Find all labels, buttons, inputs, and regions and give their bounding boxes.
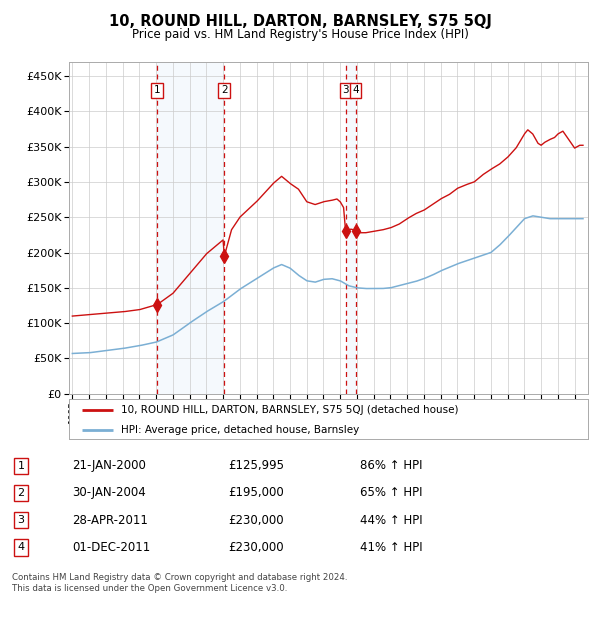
Text: £125,995: £125,995: [228, 459, 284, 472]
Text: 4: 4: [17, 542, 25, 552]
Text: 86% ↑ HPI: 86% ↑ HPI: [360, 459, 422, 472]
Text: 3: 3: [17, 515, 25, 525]
Text: 30-JAN-2004: 30-JAN-2004: [72, 487, 146, 499]
Text: 4: 4: [352, 85, 359, 95]
Text: 1: 1: [154, 85, 160, 95]
Text: 10, ROUND HILL, DARTON, BARNSLEY, S75 5QJ: 10, ROUND HILL, DARTON, BARNSLEY, S75 5Q…: [109, 14, 491, 29]
Text: 3: 3: [342, 85, 349, 95]
Text: 01-DEC-2011: 01-DEC-2011: [72, 541, 150, 554]
Text: 28-APR-2011: 28-APR-2011: [72, 514, 148, 526]
Text: 1: 1: [17, 461, 25, 471]
Text: 21-JAN-2000: 21-JAN-2000: [72, 459, 146, 472]
Text: 65% ↑ HPI: 65% ↑ HPI: [360, 487, 422, 499]
Text: 41% ↑ HPI: 41% ↑ HPI: [360, 541, 422, 554]
Text: 44% ↑ HPI: 44% ↑ HPI: [360, 514, 422, 526]
Text: Price paid vs. HM Land Registry's House Price Index (HPI): Price paid vs. HM Land Registry's House …: [131, 28, 469, 41]
Text: Contains HM Land Registry data © Crown copyright and database right 2024.
This d: Contains HM Land Registry data © Crown c…: [12, 574, 347, 593]
Text: £195,000: £195,000: [228, 487, 284, 499]
Text: HPI: Average price, detached house, Barnsley: HPI: Average price, detached house, Barn…: [121, 425, 359, 435]
Text: 2: 2: [221, 85, 228, 95]
Text: 10, ROUND HILL, DARTON, BARNSLEY, S75 5QJ (detached house): 10, ROUND HILL, DARTON, BARNSLEY, S75 5Q…: [121, 405, 458, 415]
Text: £230,000: £230,000: [228, 514, 284, 526]
Text: 2: 2: [17, 488, 25, 498]
Bar: [346, 62, 356, 394]
Text: £230,000: £230,000: [228, 541, 284, 554]
Bar: [157, 62, 224, 394]
